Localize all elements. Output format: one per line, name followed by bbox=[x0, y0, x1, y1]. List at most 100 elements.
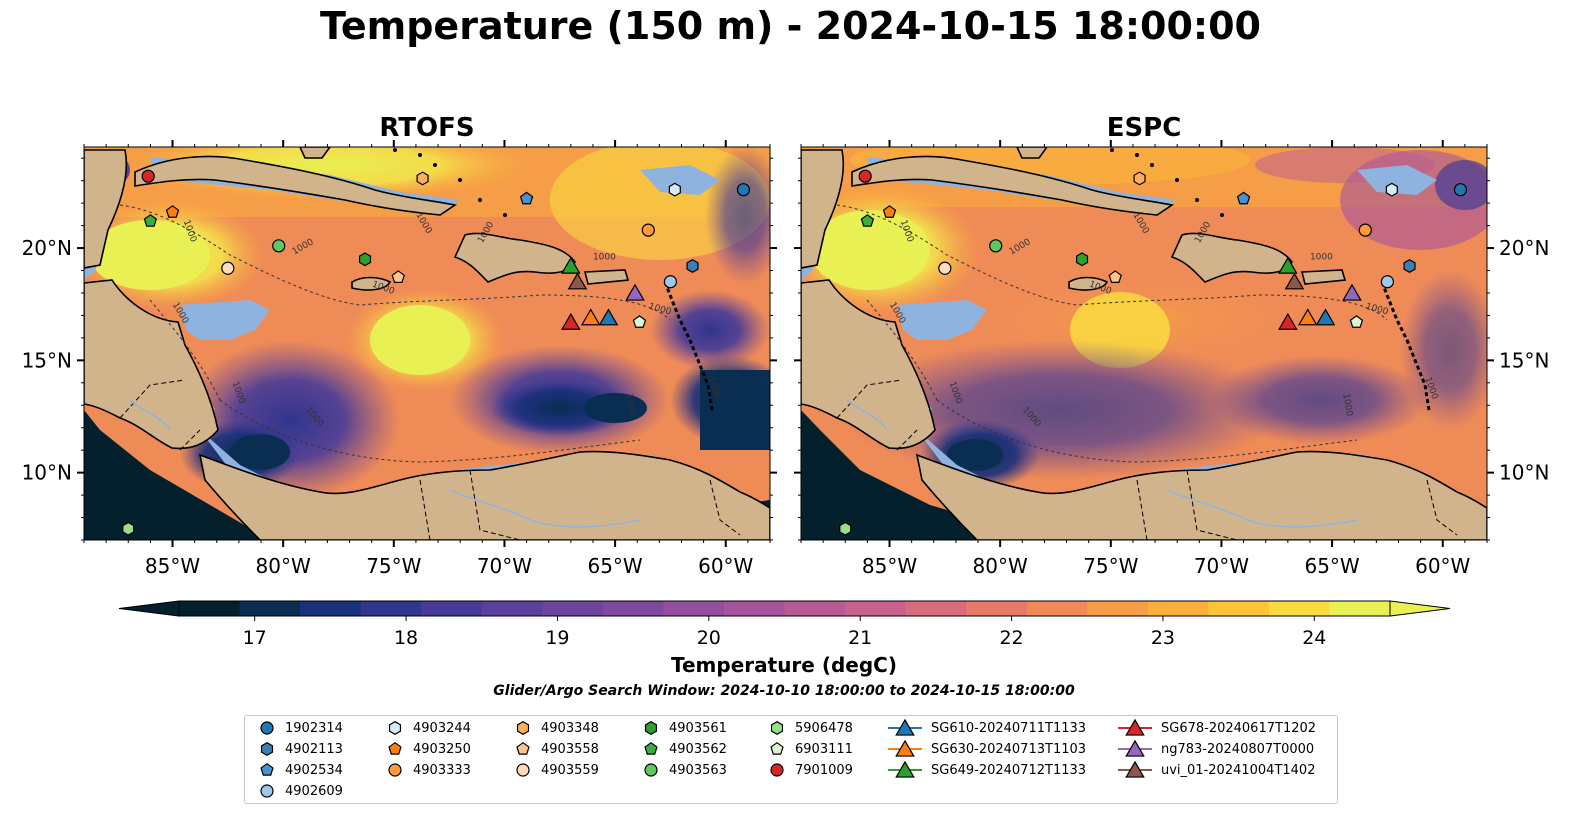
marker-5906478 bbox=[122, 521, 135, 536]
legend-marker bbox=[895, 760, 915, 778]
legend-label: 7901009 bbox=[795, 762, 853, 778]
legend-item: SG610-20240711T1133 bbox=[887, 718, 1086, 738]
marker-4902113 bbox=[1403, 259, 1416, 274]
legend-swatch bbox=[770, 741, 784, 755]
legend-item: 4903561 bbox=[641, 718, 727, 738]
map-panels: 1000100010001000100010001000100010001000… bbox=[22, 140, 1549, 578]
cool-patch bbox=[490, 380, 630, 436]
legend-swatch bbox=[770, 721, 784, 735]
lon-tick-label: 65°W bbox=[587, 554, 642, 578]
lon-tick-label: 60°W bbox=[1415, 554, 1470, 578]
legend-item: 5906478 bbox=[767, 718, 853, 738]
legend-item: 6903111 bbox=[767, 739, 853, 759]
colorbar-tick-label: 22 bbox=[999, 627, 1023, 649]
marker-SG630-20240713T1103 bbox=[580, 308, 601, 326]
colorbar-segment bbox=[845, 601, 907, 616]
legend-marker bbox=[895, 739, 915, 757]
legend-marker bbox=[260, 742, 274, 756]
legend-swatch bbox=[644, 763, 658, 777]
legend-item: 4903559 bbox=[513, 760, 599, 780]
legend-marker bbox=[260, 762, 274, 776]
observation-markers bbox=[122, 169, 1468, 536]
legend-item: uvi_01-20241004T1402 bbox=[1117, 760, 1315, 780]
marker-4903559 bbox=[938, 261, 952, 275]
marker-4903250 bbox=[165, 205, 180, 218]
cool-patch bbox=[583, 393, 647, 423]
legend-item: 4902534 bbox=[257, 760, 343, 780]
colorbar-segment bbox=[905, 601, 967, 616]
cool-patch bbox=[947, 439, 1003, 471]
marker-uvi_01-20241004T1402 bbox=[1284, 272, 1305, 290]
legend-item: 4903333 bbox=[385, 760, 471, 780]
legend-marker bbox=[388, 763, 402, 777]
panel-title-rtofs: RTOFS bbox=[379, 113, 475, 143]
legend-label: SG678-20240617T1202 bbox=[1161, 720, 1317, 736]
legend-marker bbox=[644, 763, 658, 777]
map-axes: 85°W 80°W 75°W 70°W 65°W 60°W 20°N 15°N 10°N 85°W… bbox=[22, 140, 1549, 578]
marker-4902113 bbox=[686, 259, 699, 274]
legend-marker bbox=[388, 721, 402, 735]
warm-patch bbox=[810, 210, 930, 290]
legend-item: SG630-20240713T1103 bbox=[887, 739, 1086, 759]
legend-swatch bbox=[1118, 739, 1152, 757]
legend-swatch bbox=[388, 741, 402, 755]
legend-swatch bbox=[888, 760, 922, 778]
contour-label: 1000 bbox=[1310, 252, 1333, 262]
colorbar-segment bbox=[1087, 601, 1149, 616]
espc-map bbox=[801, 147, 1487, 540]
legend-swatch bbox=[770, 763, 784, 777]
legend-marker bbox=[1125, 739, 1145, 757]
bahamas bbox=[393, 148, 507, 217]
legend-label: ng783-20240807T0000 bbox=[1161, 741, 1315, 757]
legend-label: SG649-20240712T1133 bbox=[931, 762, 1087, 778]
colorbar-segment bbox=[966, 601, 1028, 616]
legend-swatch bbox=[260, 762, 274, 776]
legend-label: 4903333 bbox=[413, 762, 471, 778]
lesser-antilles bbox=[663, 281, 714, 411]
marker-5906478 bbox=[839, 521, 852, 536]
legend-swatch bbox=[516, 721, 530, 735]
legend-swatch bbox=[1118, 760, 1152, 778]
marker-4903558 bbox=[391, 270, 405, 283]
legend-marker bbox=[388, 741, 402, 755]
legend-marker bbox=[1125, 760, 1145, 778]
legend-swatch bbox=[260, 721, 274, 735]
legend-label: 4902609 bbox=[285, 783, 343, 799]
lon-tick-label: 80°W bbox=[973, 554, 1028, 578]
legend-item: 4903250 bbox=[385, 739, 471, 759]
colorbar-segment bbox=[1026, 601, 1088, 616]
marker-1902314 bbox=[1453, 183, 1468, 197]
legend-marker bbox=[770, 741, 784, 755]
marker-4902534 bbox=[519, 191, 534, 205]
colorbar-segment bbox=[602, 601, 664, 616]
legend-item: 4903558 bbox=[513, 739, 599, 759]
legend-label: 4903558 bbox=[541, 741, 599, 757]
legend-label: 4903244 bbox=[413, 720, 471, 736]
legend-swatch bbox=[888, 739, 922, 757]
legend-swatch bbox=[388, 721, 402, 735]
espc-frame bbox=[800, 146, 1488, 541]
legend-item: SG649-20240712T1133 bbox=[887, 760, 1086, 780]
legend-label: SG610-20240711T1133 bbox=[931, 720, 1087, 736]
legend-item: 7901009 bbox=[767, 760, 853, 780]
marker-4903333 bbox=[641, 223, 655, 237]
marker-ng783-20240807T0000 bbox=[625, 283, 645, 301]
legend-item: 1902314 bbox=[257, 718, 343, 738]
lon-tick-label: 70°W bbox=[477, 554, 532, 578]
legend-marker bbox=[895, 718, 915, 736]
pacific-ocean bbox=[84, 410, 270, 540]
legend-swatch bbox=[260, 784, 274, 798]
lon-tick-label: 65°W bbox=[1304, 554, 1359, 578]
legend-label: 4903559 bbox=[541, 762, 599, 778]
colorbar-segment bbox=[663, 601, 725, 616]
warm-patch bbox=[370, 305, 470, 375]
cool-patch bbox=[650, 290, 770, 370]
legend-marker bbox=[516, 763, 530, 777]
legend-item: 4902609 bbox=[257, 781, 343, 801]
marker-4903563 bbox=[989, 239, 1003, 253]
legend-label: 4902534 bbox=[285, 762, 343, 778]
legend-marker bbox=[516, 721, 530, 735]
colorbar-tick-label: 18 bbox=[394, 627, 418, 649]
legend-marker bbox=[1125, 718, 1145, 736]
cool-patch bbox=[230, 434, 290, 470]
